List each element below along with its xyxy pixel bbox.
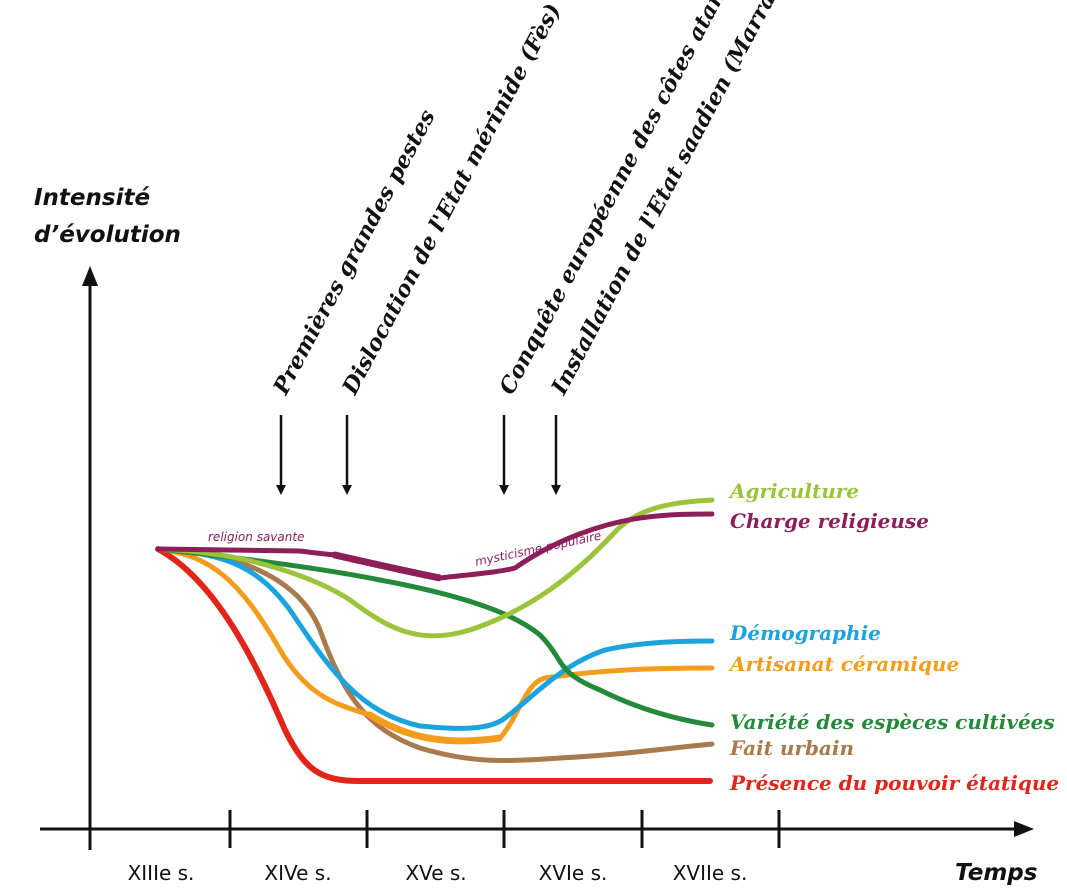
curve-artisanat-ceramique-recovery: [497, 665, 715, 741]
y-axis-arrowhead: [82, 266, 98, 286]
series-label-demographie: Démographie: [729, 621, 881, 645]
curve-presence-pouvoir: [155, 546, 713, 784]
x-axis: [40, 810, 1034, 848]
series-label-presence-pouvoir: Présence du pouvoir étatique: [729, 771, 1059, 795]
period-label-xiv: XIVe s.: [264, 861, 331, 885]
y-axis-title-line2: d’évolution: [34, 222, 181, 248]
curves: [155, 497, 715, 784]
series-label-artisanat-ceramique: Artisanat céramique: [728, 652, 959, 676]
period-label-xiii: XIIIe s.: [128, 861, 195, 885]
x-axis-arrowhead: [1014, 821, 1034, 837]
period-label-xvii: XVIIe s.: [673, 861, 748, 885]
curve-demographie: [155, 546, 715, 731]
curve-charge-religieuse-dashed: [331, 551, 444, 582]
series-label-agriculture: Agriculture: [728, 479, 859, 503]
curve-varietes-cultivees: [155, 546, 715, 728]
series-label-varietes-cultivees: Variété des espèces cultivées: [730, 710, 1055, 734]
series-label-fait-urbain: Fait urbain: [729, 736, 854, 760]
series-label-charge-religieuse: Charge religieuse: [730, 509, 929, 533]
period-label-xvi: XVIe s.: [539, 861, 608, 885]
curve-artisanat-ceramique-dashed: [366, 711, 504, 745]
curve-artisanat-ceramique: [155, 546, 373, 718]
curve-fait-urbain: [155, 546, 715, 764]
period-label-xv: XVe s.: [405, 861, 466, 885]
y-axis: [82, 266, 98, 850]
y-axis-title-line1: Intensité: [34, 185, 150, 211]
x-axis-title: Temps: [955, 860, 1037, 886]
curve-charge-religieuse-rising: [437, 511, 715, 581]
annotation-religion-savante: religion savante: [208, 530, 304, 544]
